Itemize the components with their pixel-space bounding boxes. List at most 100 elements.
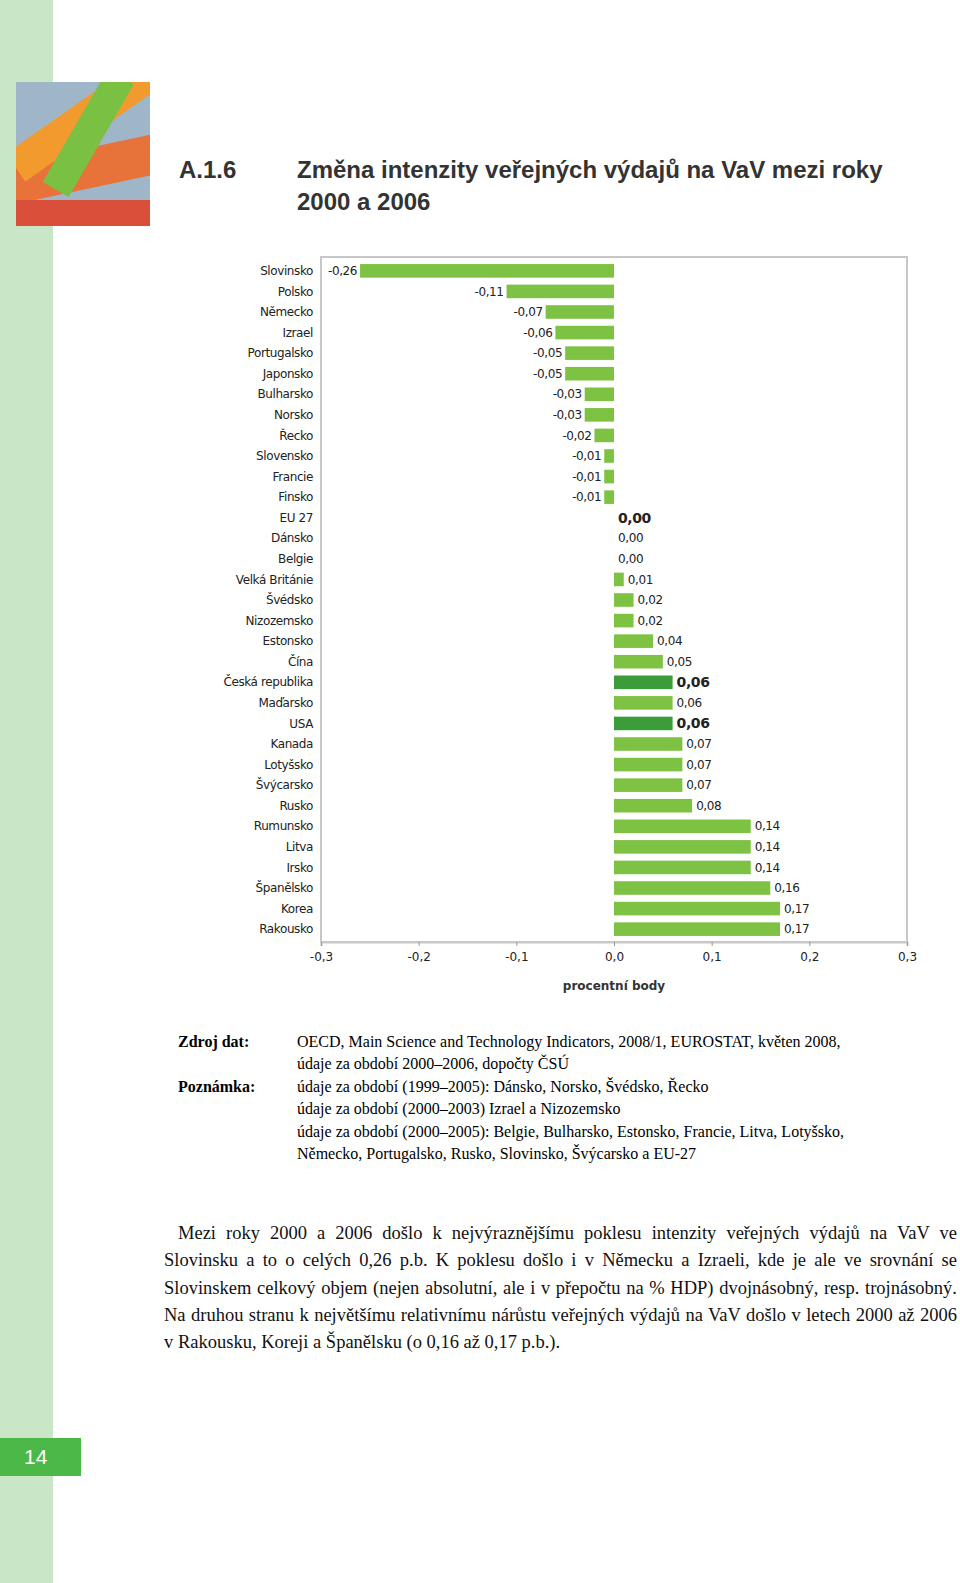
bar: [594, 429, 614, 443]
x-tick-label: -0,1: [505, 950, 528, 964]
category-label: Portugalsko: [248, 346, 313, 360]
data-label: 0,07: [686, 758, 711, 772]
x-tick-mark: [321, 942, 322, 946]
bar: [614, 717, 673, 731]
bar: [614, 593, 634, 607]
data-label: -0,05: [533, 367, 562, 381]
x-tick-label: 0,2: [800, 950, 819, 964]
data-label: -0,26: [328, 264, 357, 278]
data-label: 0,14: [755, 861, 780, 875]
category-label: Belgie: [278, 552, 313, 566]
bar: [546, 305, 614, 319]
data-label: -0,11: [475, 285, 504, 299]
source-label: Zdroj dat:: [178, 1033, 249, 1051]
category-label: Německo: [260, 305, 313, 319]
category-label: Polsko: [278, 285, 313, 299]
category-label: Rumunsko: [254, 819, 313, 833]
data-label: 0,07: [686, 737, 711, 751]
category-label: Francie: [273, 470, 313, 484]
note-line: Německo, Portugalsko, Rusko, Slovinsko, …: [297, 1145, 696, 1163]
x-tick: -0,3: [310, 942, 333, 964]
bar: [555, 326, 614, 340]
bar: [507, 285, 614, 299]
bar: [604, 490, 614, 504]
data-label: -0,01: [572, 449, 601, 463]
category-label: Korea: [281, 902, 313, 916]
page-number: 14: [24, 1445, 47, 1469]
data-label: 0,16: [774, 881, 799, 895]
bar: [360, 264, 614, 278]
bar: [614, 634, 653, 648]
category-label: Norsko: [274, 408, 313, 422]
chart: Slovinsko Polsko Německo Izrael Portugalsko J…: [223, 257, 917, 993]
bar: [614, 861, 751, 875]
data-label: -0,03: [553, 408, 582, 422]
body-text: Mezi roky 2000 a 2006 došlo k nejvýrazně…: [164, 1220, 957, 1356]
source-line: OECD, Main Science and Technology Indica…: [297, 1033, 841, 1051]
category-label: Litva: [286, 840, 313, 854]
x-tick-mark: [614, 942, 615, 946]
x-axis-title: procentní body: [563, 979, 666, 993]
category-label: Irsko: [286, 861, 313, 875]
category-label: Slovensko: [256, 449, 313, 463]
category-label: Finsko: [278, 490, 313, 504]
x-tick-label: 0,1: [703, 950, 722, 964]
bar: [614, 655, 663, 669]
category-label: Velká Británie: [236, 573, 313, 587]
side-stripe: [0, 0, 53, 1583]
x-tick-mark: [907, 942, 908, 946]
source-line: údaje za období 2000–2006, dopočty ČSÚ: [297, 1055, 569, 1073]
corner-picture: [16, 82, 150, 226]
bar: [614, 511, 615, 525]
bar: [614, 902, 780, 916]
category-label: Česká republika: [223, 674, 313, 689]
x-tick: 0,2: [800, 942, 819, 964]
data-label: 0,07: [686, 778, 711, 792]
bar: [614, 840, 751, 854]
category-label: Izrael: [283, 326, 314, 340]
x-axis-line: [322, 943, 908, 947]
bar: [614, 614, 634, 628]
category-label: Lotyšsko: [264, 758, 313, 772]
data-label: 0,17: [784, 922, 809, 936]
x-tick: 0,1: [703, 942, 722, 964]
x-tick-mark: [809, 942, 810, 946]
category-label: Bulharsko: [257, 387, 313, 401]
data-label: 0,14: [755, 819, 780, 833]
category-label: Čína: [288, 654, 313, 669]
x-tick-mark: [516, 942, 517, 946]
bar: [614, 799, 692, 813]
x-tick-mark: [712, 942, 713, 946]
bar: [604, 470, 614, 484]
picture-ruler: [43, 82, 134, 197]
category-label: Kanada: [270, 737, 313, 751]
bar: [585, 387, 614, 401]
bar: [614, 922, 780, 936]
bar: [604, 449, 614, 463]
category-label: Švédsko: [266, 592, 313, 607]
category-label: Dánsko: [271, 531, 313, 545]
data-label: 0,02: [638, 593, 663, 607]
data-label: 0,17: [784, 902, 809, 916]
page-number-box: 14: [0, 1438, 81, 1476]
category-label: Rakousko: [259, 922, 313, 936]
bar: [565, 346, 614, 360]
category-label: Maďarsko: [258, 696, 313, 710]
bar: [614, 696, 673, 710]
bar: [614, 820, 751, 834]
bar: [614, 573, 624, 587]
data-label: 0,08: [696, 799, 721, 813]
section-title: Změna intenzity veřejných výdajů na VaV …: [297, 156, 883, 184]
category-label: Japonsko: [262, 367, 313, 381]
category-label: Španělsko: [256, 880, 313, 895]
x-tick: 0,0: [605, 942, 624, 964]
bars: [360, 264, 780, 936]
x-tick-mark: [419, 942, 420, 946]
data-label: 0,02: [638, 614, 663, 628]
note-label: Poznámka:: [178, 1078, 255, 1096]
category-label: Slovinsko: [260, 264, 313, 278]
data-label: 0,00: [618, 510, 652, 526]
data-label: -0,03: [553, 387, 582, 401]
x-tick-label: -0,3: [310, 950, 333, 964]
data-label: 0,01: [628, 573, 653, 587]
